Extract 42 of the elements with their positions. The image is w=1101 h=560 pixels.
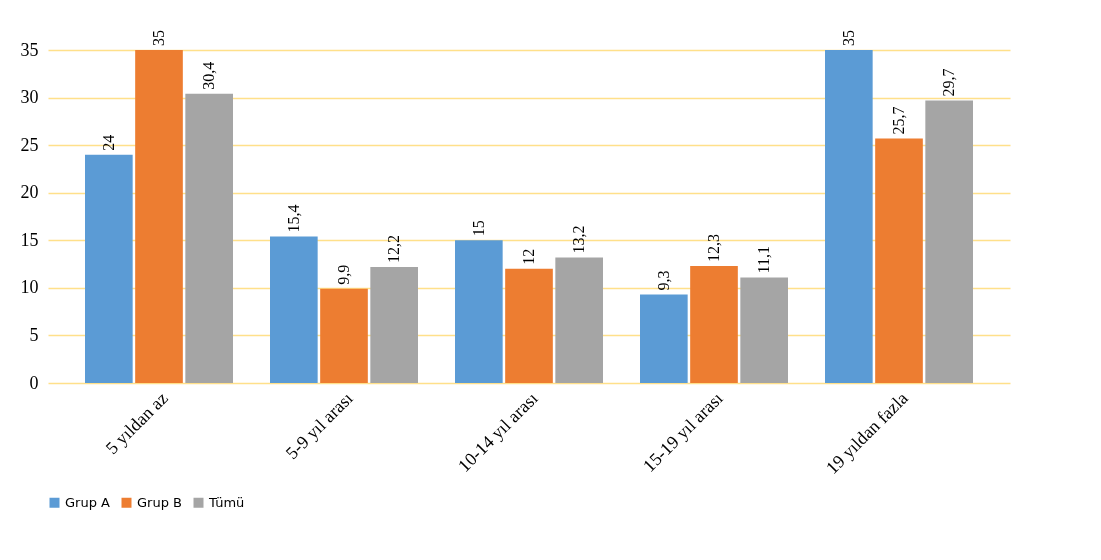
bar	[505, 268, 553, 383]
bar	[370, 266, 418, 383]
data-label: 24	[99, 134, 117, 151]
data-label: 30,4	[200, 61, 218, 90]
bar	[455, 240, 503, 383]
data-label: 12,3	[705, 233, 722, 262]
bar	[640, 294, 688, 383]
y-tick-label: 15	[20, 229, 39, 250]
legend-label: Tümü	[208, 494, 245, 510]
bar	[270, 236, 318, 383]
data-label: 9,3	[654, 270, 672, 291]
data-label: 15	[469, 220, 487, 237]
data-label: 9,9	[335, 264, 352, 285]
bar	[555, 257, 603, 383]
bar	[925, 100, 973, 383]
y-tick-label: 20	[20, 182, 39, 203]
data-label: 35	[839, 30, 857, 46]
bar	[185, 93, 233, 383]
bar	[135, 50, 183, 383]
y-tick-label: 25	[20, 134, 39, 155]
data-label: 29,7	[940, 68, 958, 97]
bar	[690, 265, 738, 383]
legend-label: Grup B	[137, 494, 182, 510]
data-label: 35	[150, 30, 167, 46]
bar	[825, 50, 873, 383]
y-tick-label: 10	[20, 277, 39, 298]
bar	[875, 138, 923, 383]
y-tick-label: 30	[20, 87, 39, 108]
data-label: 15,4	[284, 204, 302, 233]
y-tick-label: 5	[29, 324, 39, 345]
bar	[85, 154, 133, 383]
x-tick-label: 5-9 yıl arası	[281, 388, 357, 464]
bar	[320, 288, 368, 383]
legend-label: Grup A	[65, 494, 111, 510]
data-label: 12	[520, 248, 537, 265]
data-label: 12,2	[385, 234, 403, 263]
y-tick-label: 35	[20, 39, 39, 60]
data-label: 25,7	[890, 106, 907, 135]
y-tick-label: 0	[29, 372, 39, 393]
data-label: 11,1	[755, 245, 773, 274]
data-label: 13,2	[570, 225, 588, 254]
bar	[740, 277, 788, 383]
